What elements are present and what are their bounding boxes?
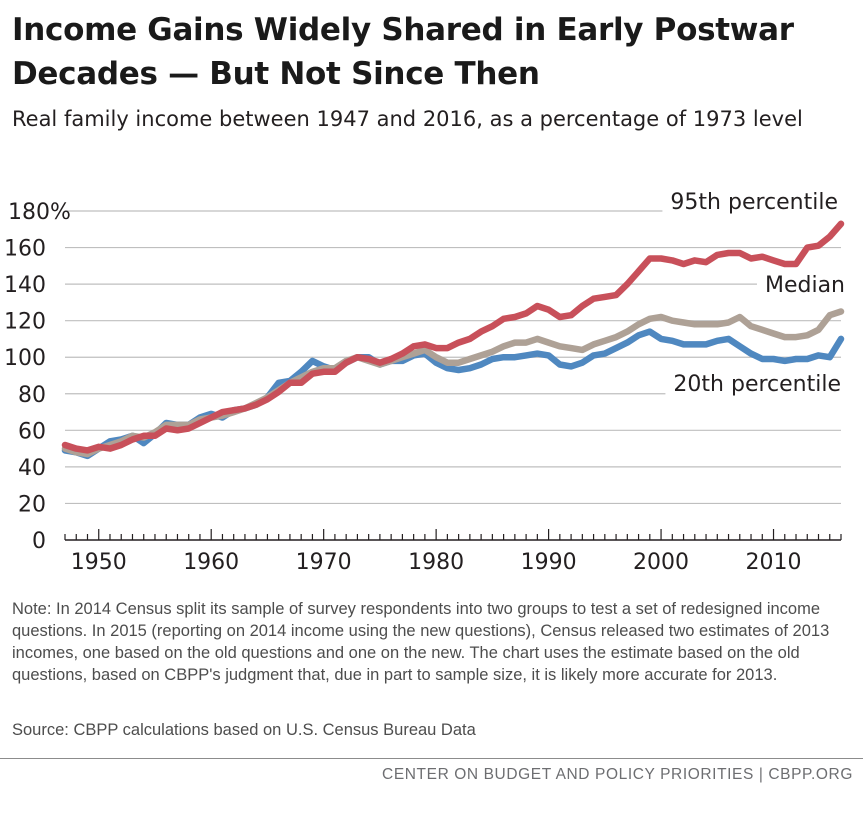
x-tick-label: 1980 bbox=[408, 550, 464, 575]
label-background-20th bbox=[665, 369, 845, 398]
series-lines bbox=[61, 220, 845, 460]
y-tick-label: 80 bbox=[18, 383, 46, 408]
series-label-95th-percentile: 95th percentile bbox=[670, 190, 838, 215]
x-tick-label: 2010 bbox=[746, 550, 802, 575]
label-background-median bbox=[756, 270, 849, 299]
label-background-95th bbox=[662, 187, 842, 216]
chart-note: Note: In 2014 Census split its sample of… bbox=[12, 600, 830, 684]
chart-subtitle: Real family income between 1947 and 2016… bbox=[12, 107, 803, 131]
chart-title: Income Gains Widely Shared in Early Post… bbox=[12, 12, 794, 92]
y-tick-label: 180% bbox=[8, 200, 71, 225]
series-labels: 95th percentile Median 20th percentile bbox=[662, 187, 849, 398]
x-tick-label: 1950 bbox=[71, 550, 127, 575]
footer-divider bbox=[0, 758, 863, 759]
y-tick-label: 100 bbox=[4, 346, 46, 371]
series-label-median: Median bbox=[765, 273, 845, 298]
x-tick-label: 1990 bbox=[521, 550, 577, 575]
x-tick-label: 1970 bbox=[296, 550, 352, 575]
chart-source: Source: CBPP calculations based on U.S. … bbox=[12, 721, 476, 739]
y-tick-label: 160 bbox=[4, 237, 46, 262]
y-tick-label: 0 bbox=[32, 529, 46, 554]
series-line-p95 bbox=[61, 220, 845, 454]
y-tick-label: 20 bbox=[18, 492, 46, 517]
footer-attribution: CENTER ON BUDGET AND POLICY PRIORITIES |… bbox=[382, 766, 853, 783]
y-tick-label: 60 bbox=[18, 419, 46, 444]
series-label-20th-percentile: 20th percentile bbox=[673, 372, 841, 397]
y-tick-label: 140 bbox=[4, 273, 46, 298]
y-tick-label: 40 bbox=[18, 456, 46, 481]
x-tick-label: 2000 bbox=[633, 550, 689, 575]
gridlines bbox=[65, 210, 841, 505]
x-tick-label: 1960 bbox=[183, 550, 239, 575]
y-tick-label: 120 bbox=[4, 310, 46, 335]
line-chart: 0 20 40 60 80 100 120 140 160 180% 1950 1960 1970 198… bbox=[4, 187, 849, 575]
axes: 0 20 40 60 80 100 120 140 160 180% 1950 1960 1970 198… bbox=[4, 200, 842, 575]
